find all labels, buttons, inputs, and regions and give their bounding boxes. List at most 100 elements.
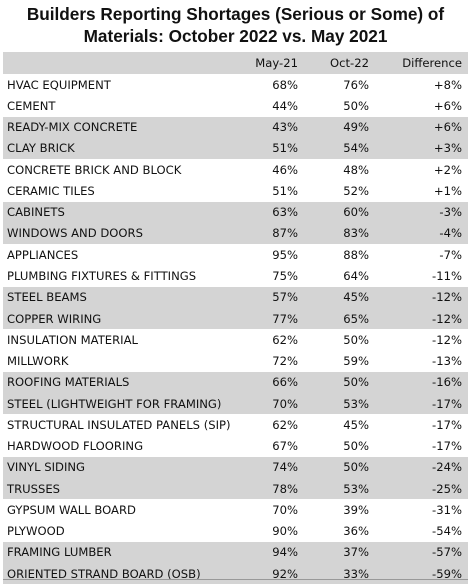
oct22-cell: 50% — [343, 375, 369, 390]
difference-cell: -12% — [432, 290, 462, 305]
may21-cell: 92% — [272, 566, 298, 581]
material-cell: CLAY BRICK — [7, 141, 75, 156]
material-cell: VINYL SIDING — [7, 460, 86, 475]
difference-cell: +3% — [433, 141, 462, 156]
table-row: STEEL BEAMS 57% 45% -12% — [3, 286, 468, 308]
oct22-cell: 50% — [343, 439, 369, 454]
oct22-cell: 88% — [343, 247, 369, 262]
oct22-cell: 50% — [343, 460, 369, 475]
oct22-cell: 45% — [343, 290, 369, 305]
table-row: STEEL (LIGHTWEIGHT FOR FRAMING) 70% 53% -17… — [3, 392, 468, 415]
table-row: COPPER WIRING 77% 65% -12% — [3, 307, 468, 330]
material-cell: ROOFING MATERIALS — [7, 375, 130, 390]
table-row: MILLWORK 72% 59% -13% — [3, 350, 468, 371]
difference-cell: -12% — [432, 332, 462, 347]
oct22-cell: 33% — [343, 566, 369, 581]
column-header-difference: Difference — [402, 56, 462, 70]
difference-cell: -11% — [432, 269, 462, 284]
oct22-cell: 64% — [343, 269, 369, 284]
shortage-table-body: HVAC EQUIPMENT 68% 76% +8% CEMENT 44% 50% +6% RE… — [3, 74, 468, 584]
material-cell: GYPSUM WALL BOARD — [7, 502, 136, 517]
table-row: PLYWOOD 90% 36% -54% — [3, 521, 468, 542]
oct22-cell: 39% — [343, 502, 369, 517]
oct22-cell: 59% — [343, 354, 369, 369]
may21-cell: 51% — [272, 183, 298, 198]
may21-cell: 66% — [272, 375, 298, 390]
oct22-cell: 53% — [343, 481, 369, 496]
material-cell: CEMENT — [7, 98, 56, 113]
material-cell: TRUSSES — [7, 481, 61, 496]
table-row: PLUMBING FIXTURES & FITTINGS 75% 64% -11% — [3, 265, 468, 286]
may21-cell: 94% — [272, 545, 298, 560]
oct22-cell: 49% — [343, 120, 369, 135]
difference-cell: -25% — [432, 481, 462, 496]
may21-cell: 62% — [272, 417, 298, 432]
table-row: ROOFING MATERIALS 66% 50% -16% — [3, 371, 468, 393]
column-header-oct22: Oct-22 — [330, 56, 369, 70]
oct22-cell: 50% — [343, 332, 369, 347]
may21-cell: 75% — [272, 269, 298, 284]
oct22-cell: 45% — [343, 417, 369, 432]
material-cell: WINDOWS AND DOORS — [7, 226, 143, 241]
table-row: CONCRETE BRICK AND BLOCK 46% 48% +2% — [3, 159, 468, 180]
difference-cell: -59% — [432, 566, 462, 581]
table-header: May-21 Oct-22 Difference — [3, 52, 468, 74]
material-cell: STEEL BEAMS — [7, 290, 87, 305]
table-row: CEMENT 44% 50% +6% — [3, 95, 468, 116]
oct22-cell: 48% — [343, 162, 369, 177]
difference-cell: -57% — [432, 545, 462, 560]
material-cell: CONCRETE BRICK AND BLOCK — [7, 162, 182, 177]
may21-cell: 72% — [272, 354, 298, 369]
may21-cell: 67% — [272, 439, 298, 454]
difference-cell: -24% — [432, 460, 462, 475]
title-line-1: Builders Reporting Shortages (Serious or… — [26, 4, 445, 24]
table-row: VINYL SIDING 74% 50% -24% — [3, 456, 468, 479]
oct22-cell: 53% — [343, 396, 369, 411]
may21-cell: 68% — [272, 77, 298, 92]
oct22-cell: 36% — [343, 524, 369, 539]
may21-cell: 43% — [272, 120, 298, 135]
table-row: INSULATION MATERIAL 62% 50% -12% — [3, 329, 468, 350]
difference-cell: -7% — [439, 247, 462, 262]
may21-cell: 62% — [272, 332, 298, 347]
table-row: CERAMIC TILES 51% 52% +1% — [3, 180, 468, 201]
difference-cell: -54% — [432, 524, 462, 539]
material-cell: FRAMING LUMBER — [7, 545, 112, 560]
table-row: FRAMING LUMBER 94% 37% -57% — [3, 541, 468, 564]
oct22-cell: 60% — [343, 205, 369, 220]
may21-cell: 44% — [272, 98, 298, 113]
material-cell: HVAC EQUIPMENT — [7, 77, 111, 92]
difference-cell: -3% — [439, 205, 462, 220]
table-title: Builders Reporting Shortages (Serious or… — [0, 3, 471, 47]
may21-cell: 78% — [272, 481, 298, 496]
material-cell: ORIENTED STRAND BOARD (OSB) — [7, 566, 201, 581]
difference-cell: +2% — [433, 162, 462, 177]
may21-cell: 74% — [272, 460, 298, 475]
material-cell: PLYWOOD — [7, 524, 65, 539]
table-row: HARDWOOD FLOORING 67% 50% -17% — [3, 436, 468, 457]
material-cell: STEEL (LIGHTWEIGHT FOR FRAMING) — [7, 396, 222, 411]
difference-cell: -13% — [432, 354, 462, 369]
may21-cell: 77% — [272, 311, 298, 326]
may21-cell: 90% — [272, 524, 298, 539]
table-row: GYPSUM WALL BOARD 70% 39% -31% — [3, 499, 468, 520]
may21-cell: 95% — [272, 247, 298, 262]
may21-cell: 87% — [272, 226, 298, 241]
difference-cell: -17% — [432, 439, 462, 454]
may21-cell: 46% — [272, 162, 298, 177]
material-cell: CERAMIC TILES — [7, 183, 95, 198]
table-row: CLAY BRICK 51% 54% +3% — [3, 137, 468, 160]
difference-cell: +6% — [433, 120, 462, 135]
oct22-cell: 76% — [343, 77, 369, 92]
difference-cell: -16% — [432, 375, 462, 390]
column-header-may21: May-21 — [255, 56, 298, 70]
table-bottom-border — [3, 579, 468, 580]
difference-cell: +1% — [433, 183, 462, 198]
difference-cell: +6% — [433, 98, 462, 113]
oct22-cell: 52% — [343, 183, 369, 198]
material-cell: HARDWOOD FLOORING — [7, 439, 144, 454]
may21-cell: 51% — [272, 141, 298, 156]
difference-cell: +8% — [433, 77, 462, 92]
material-cell: APPLIANCES — [7, 247, 79, 262]
material-cell: READY-MIX CONCRETE — [7, 120, 138, 135]
